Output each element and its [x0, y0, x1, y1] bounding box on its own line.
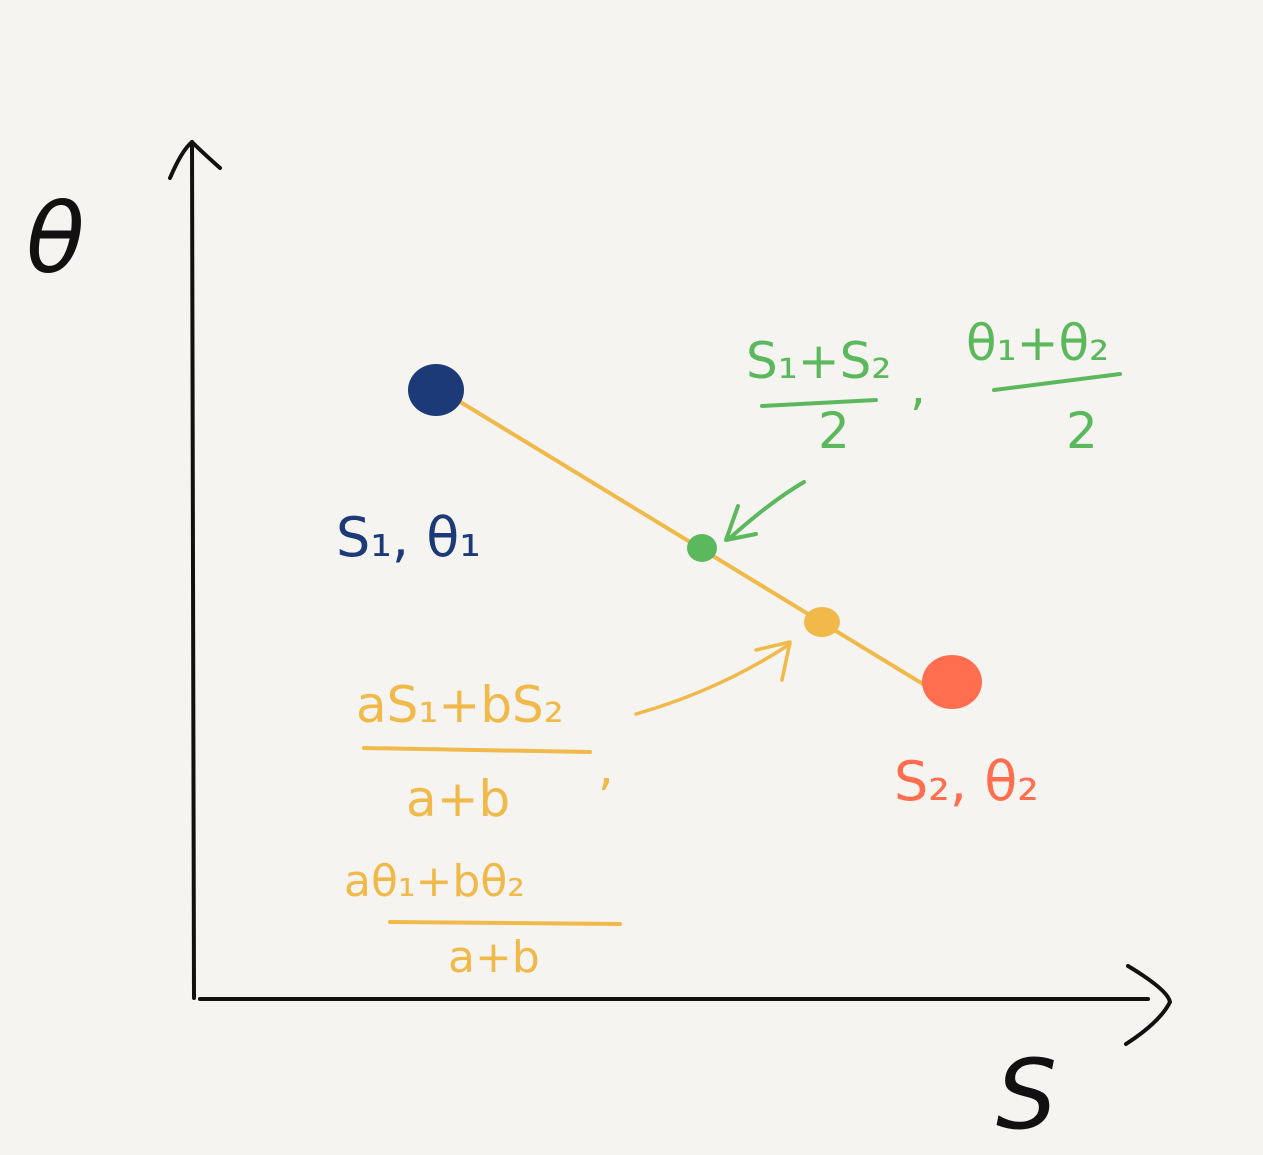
weighted-theta-numerator: aθ₁+bθ₂	[344, 856, 525, 907]
midpoint-theta-numerator: θ₁+θ₂	[966, 314, 1109, 372]
midpoint-s-denominator: 2	[818, 402, 850, 460]
weighted-formula: aS₁+bS₂ a+b , aθ₁+bθ₂ a+b	[344, 676, 622, 983]
weighted-separator: ,	[598, 738, 614, 796]
midpoint-pointer-arrow	[724, 480, 806, 542]
axes	[168, 140, 1172, 1046]
midpoint-theta-denominator: 2	[1066, 402, 1098, 460]
x-axis-label: S	[996, 1039, 1057, 1151]
weighted-theta-fraction-bar	[388, 920, 622, 926]
weighted-s-denominator: a+b	[406, 770, 510, 828]
weighted-theta-denominator: a+b	[448, 932, 540, 983]
midpoint-dot	[687, 534, 717, 562]
y-axis-label: θ	[26, 183, 85, 295]
x-axis-arrowhead	[1124, 964, 1172, 1046]
point-1-dot	[408, 364, 464, 416]
midpoint-formula: S₁+S₂ 2 , θ₁+θ₂ 2	[746, 314, 1122, 460]
weighted-s-numerator: aS₁+bS₂	[356, 676, 564, 734]
midpoint-s-fraction-bar	[760, 398, 878, 408]
point-1-label: S₁, θ₁	[336, 506, 481, 569]
midpoint-s-numerator: S₁+S₂	[746, 332, 891, 390]
y-axis-line	[190, 140, 196, 1000]
midpoint-theta-fraction-bar	[992, 372, 1122, 392]
weighted-pointer-arrow	[634, 640, 792, 716]
point-2-dot	[922, 655, 982, 709]
y-axis-arrowhead	[168, 140, 222, 180]
weighted-s-fraction-bar	[362, 746, 592, 754]
midpoint-separator: ,	[910, 358, 926, 416]
point-2-label: S₂, θ₂	[894, 750, 1039, 813]
weighted-point-dot	[804, 607, 840, 637]
